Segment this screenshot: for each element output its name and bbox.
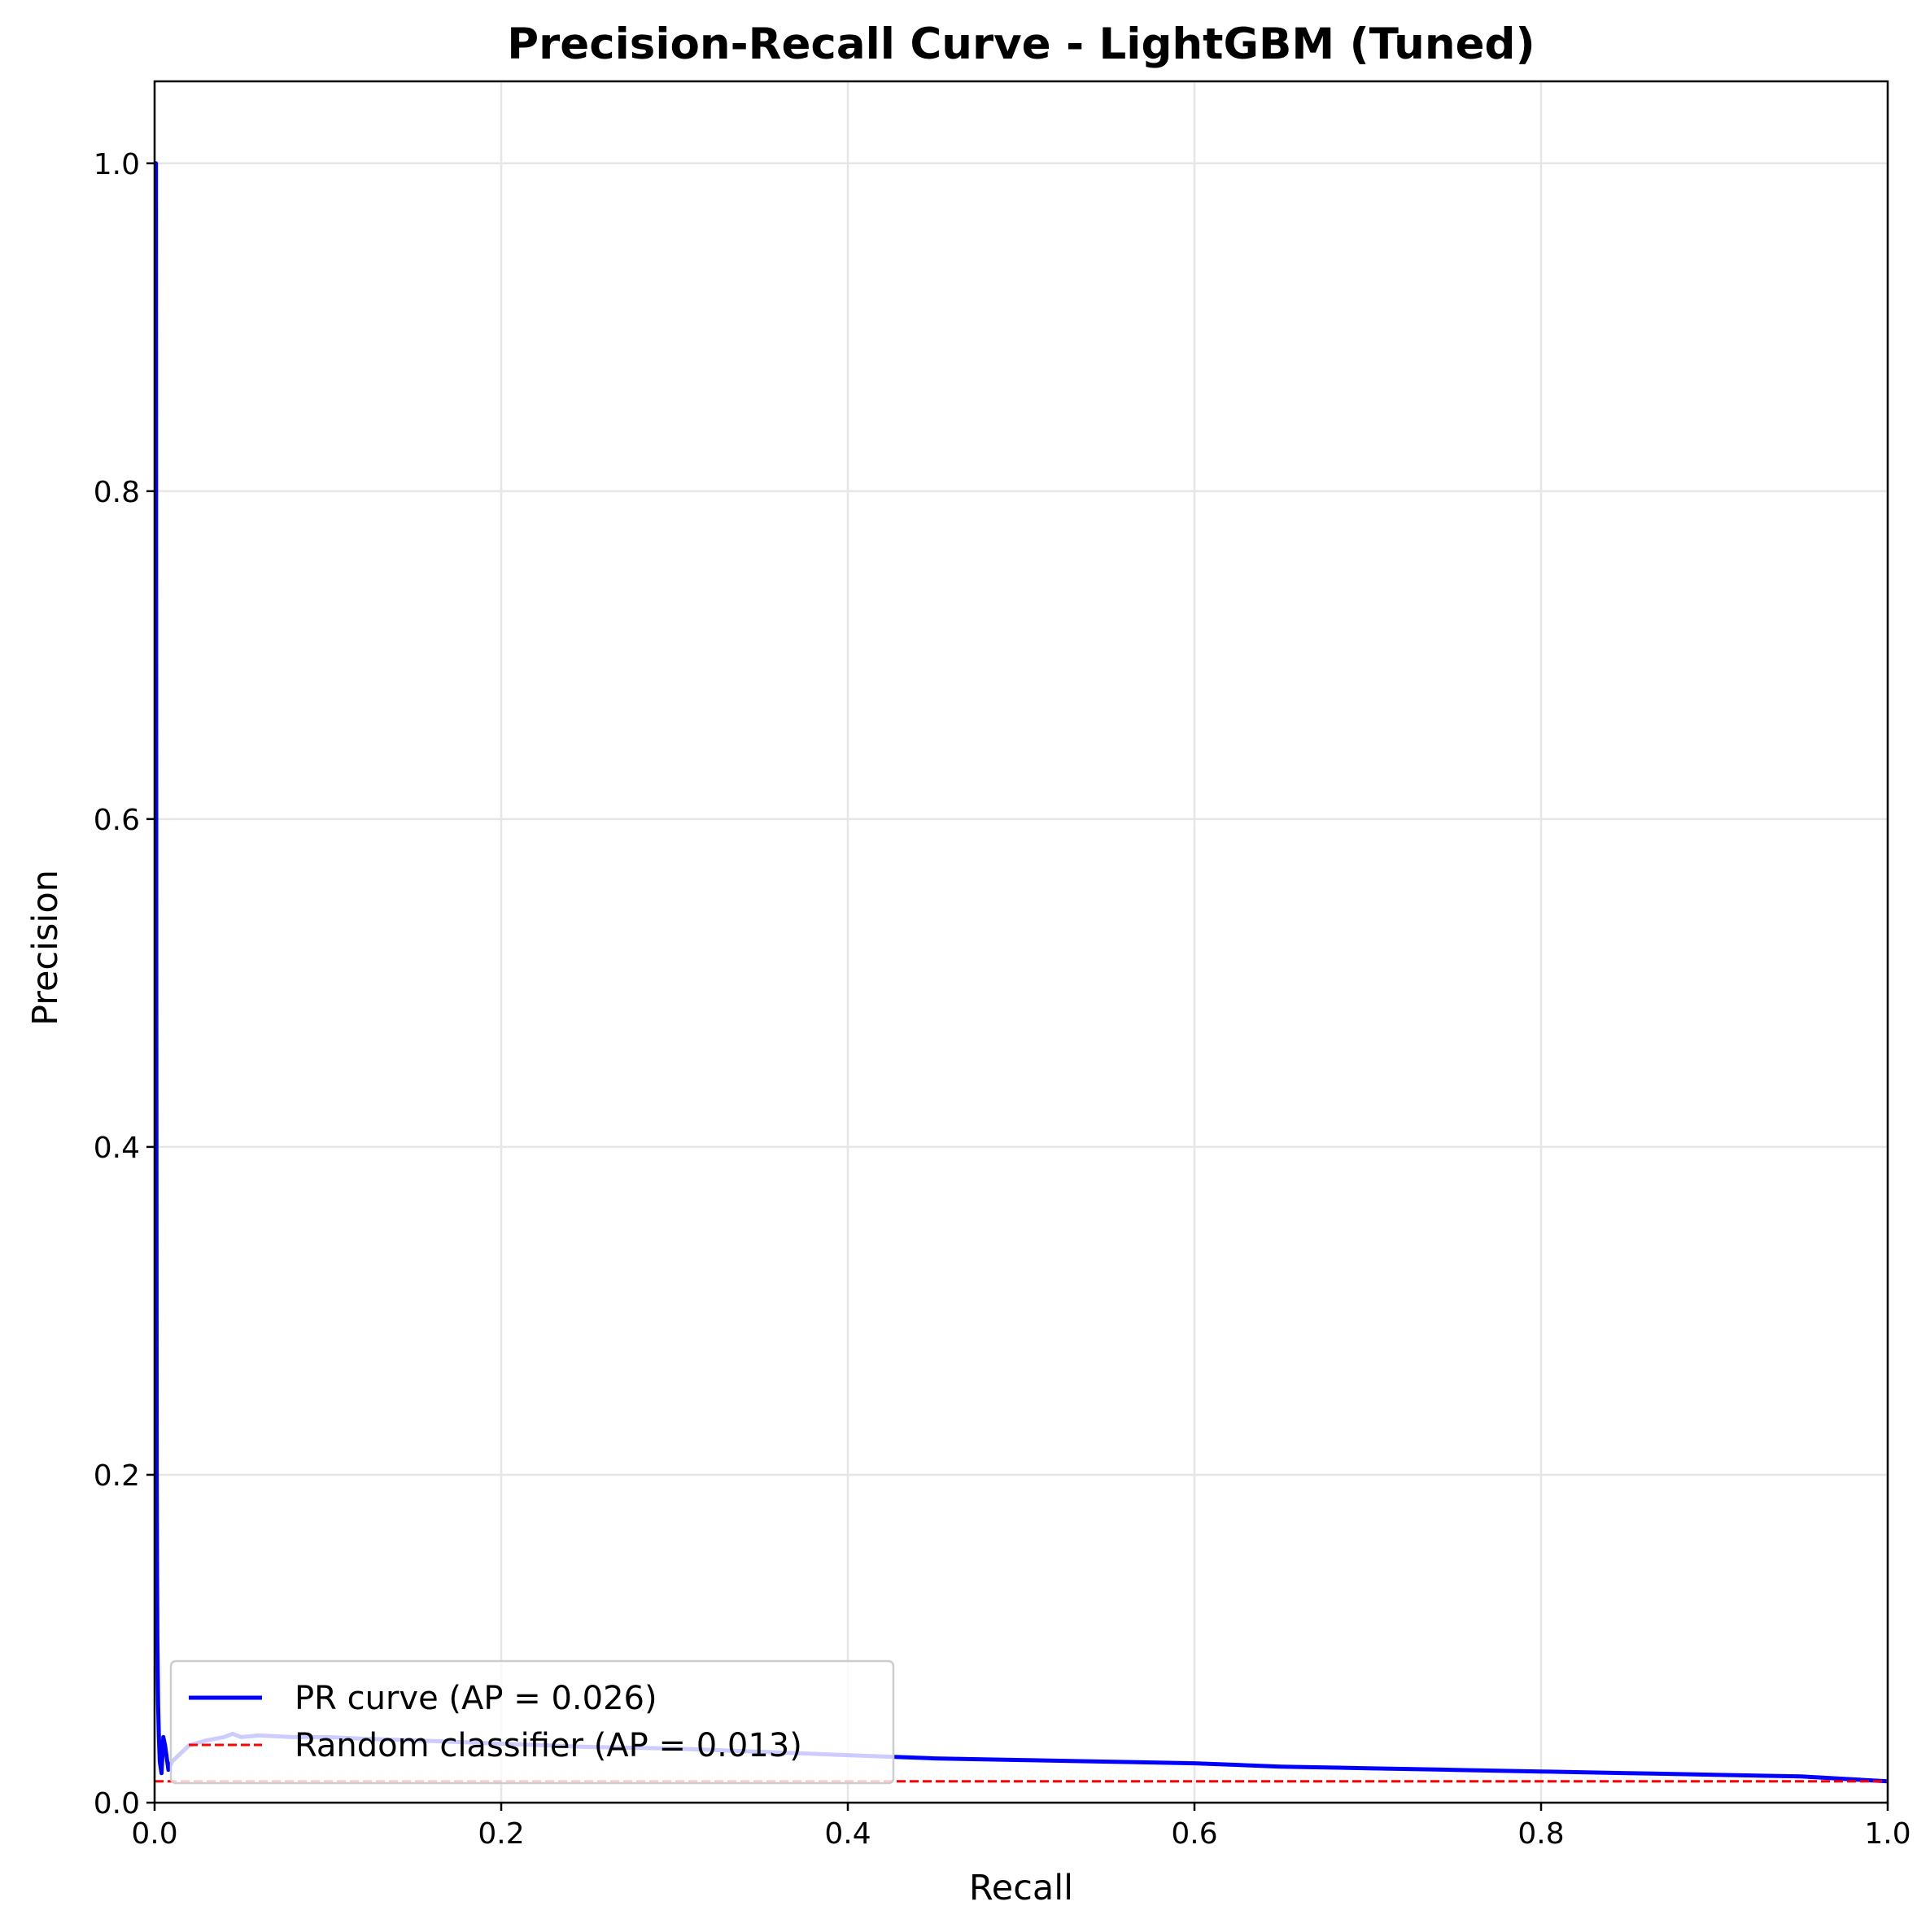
- ticks: 0.0 0.2 0.4 0.6 0.8 1.0 0.0 0.2 0.4 0.6 0.8 1.0: [94, 148, 1911, 1851]
- x-tick-label: 0.6: [1171, 1817, 1217, 1851]
- legend-label: Random classifier (AP = 0.013): [295, 1727, 802, 1764]
- y-tick-label: 0.0: [94, 1787, 140, 1821]
- x-tick-label: 0.0: [131, 1817, 177, 1851]
- y-tick-label: 0.8: [94, 476, 140, 509]
- y-tick-label: 0.4: [94, 1132, 140, 1165]
- y-tick-label: 1.0: [94, 148, 140, 181]
- y-tick-label: 0.2: [94, 1459, 140, 1493]
- x-tick-label: 0.4: [824, 1817, 871, 1851]
- y-axis-label: Precision: [25, 870, 66, 1026]
- axes-frame: [153, 80, 1889, 1804]
- x-tick-label: 0.8: [1517, 1817, 1564, 1851]
- y-tick-label: 0.6: [94, 804, 140, 837]
- x-tick-label: 1.0: [1864, 1817, 1910, 1851]
- legend-label: PR curve (AP = 0.026): [295, 1680, 657, 1717]
- legend: PR curve (AP = 0.026) Random classifier (…: [169, 1659, 895, 1785]
- x-tick-label: 0.2: [478, 1817, 524, 1851]
- legend-box: [169, 1659, 895, 1785]
- chart-title: Precision-Recall Curve - LightGBM (Tuned…: [507, 20, 1535, 69]
- x-axis-label: Recall: [969, 1868, 1073, 1908]
